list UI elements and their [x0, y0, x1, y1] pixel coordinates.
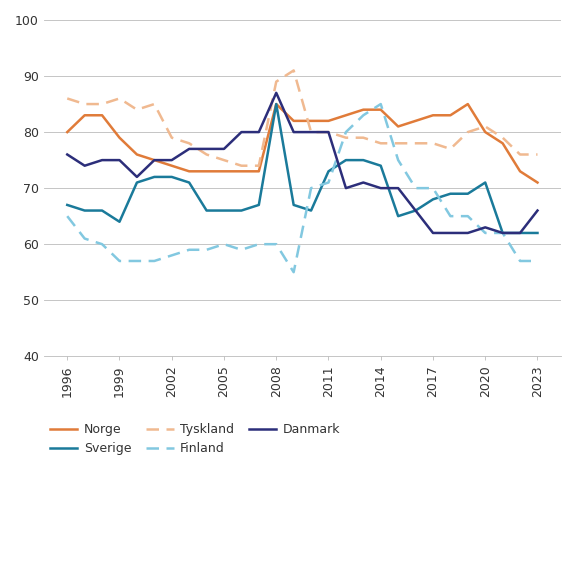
Legend: Norge, Sverige, Tyskland, Finland, Danmark: Norge, Sverige, Tyskland, Finland, Danma…	[50, 423, 340, 456]
